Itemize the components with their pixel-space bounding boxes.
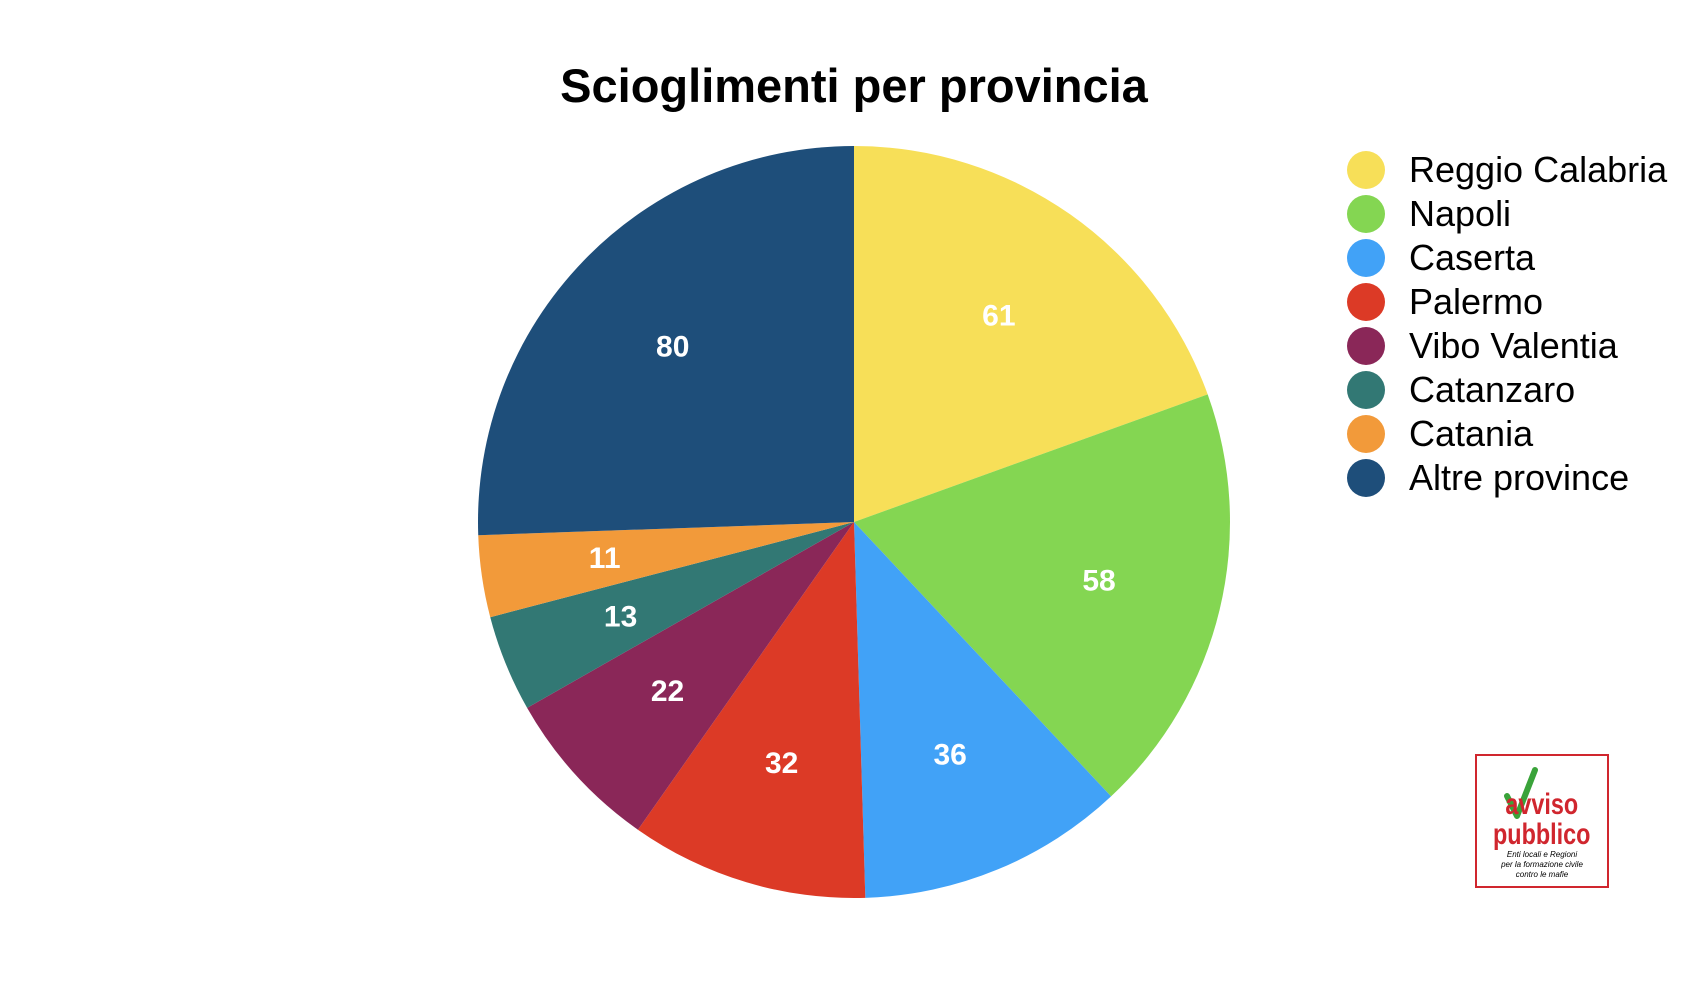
avviso-pubblico-logo: avviso pubblico Enti locali e Regioni pe… <box>1475 754 1609 888</box>
pie-slice-palermo <box>637 522 866 898</box>
pie-slice-reggio-calabria <box>854 146 1208 522</box>
pie-slices <box>478 146 1230 898</box>
logo-graphic: avviso pubblico Enti locali e Regioni pe… <box>1493 767 1590 879</box>
pie-slice-caserta <box>854 522 1112 898</box>
svg-text:per la formazione civile: per la formazione civile <box>1500 860 1583 869</box>
pie-slice-napoli <box>854 394 1230 797</box>
legend-label: Napoli <box>1409 193 1512 234</box>
svg-text:pubblico: pubblico <box>1493 817 1590 850</box>
data-label-catania: 11 <box>589 542 621 575</box>
legend-swatch <box>1347 415 1385 453</box>
data-label-altre-province: 80 <box>656 330 689 363</box>
svg-text:avviso: avviso <box>1505 787 1578 820</box>
legend-item-altre-province: Altre province <box>1347 456 1667 500</box>
legend-label: Altre province <box>1409 457 1630 498</box>
pie-slice-catanzaro <box>490 522 854 708</box>
svg-text:contro le mafie: contro le mafie <box>1516 870 1569 879</box>
legend-item-caserta: Caserta <box>1347 236 1667 280</box>
legend-swatch <box>1347 151 1385 189</box>
pie-slice-catania <box>478 522 854 618</box>
legend-swatch <box>1347 371 1385 409</box>
legend-label: Catanzaro <box>1409 369 1576 410</box>
legend-swatch <box>1347 283 1385 321</box>
legend-item-catanzaro: Catanzaro <box>1347 368 1667 412</box>
data-label-caserta: 36 <box>933 738 966 771</box>
legend-swatch <box>1347 327 1385 365</box>
legend-label: Catania <box>1409 413 1534 454</box>
data-label-napoli: 58 <box>1082 564 1115 597</box>
chart-title: Scioglimenti per provincia <box>560 59 1148 112</box>
legend-swatch <box>1347 459 1385 497</box>
legend-label: Vibo Valentia <box>1409 325 1618 366</box>
pie-slice-vibo-valentia <box>527 522 854 830</box>
pie-slice-altre-province <box>478 146 854 536</box>
legend-label: Palermo <box>1409 281 1544 322</box>
legend-swatch <box>1347 239 1385 277</box>
data-label-palermo: 32 <box>765 747 798 780</box>
data-label-catanzaro: 13 <box>604 600 637 633</box>
legend: Reggio Calabria Napoli Caserta Palermo Vibo … <box>1347 148 1667 500</box>
data-label-vibo-valentia: 22 <box>651 675 684 708</box>
data-label-reggio-calabria: 61 <box>982 299 1015 332</box>
legend-item-catania: Catania <box>1347 412 1667 456</box>
legend-label: Reggio Calabria <box>1409 149 1668 190</box>
legend-item-napoli: Napoli <box>1347 192 1667 236</box>
legend-item-reggio-calabria: Reggio Calabria <box>1347 148 1667 192</box>
pie-data-labels: 61 58 36 32 22 13 11 80 <box>589 299 1116 780</box>
legend-item-vibo-valentia: Vibo Valentia <box>1347 324 1667 368</box>
legend-item-palermo: Palermo <box>1347 280 1667 324</box>
legend-label: Caserta <box>1409 237 1536 278</box>
svg-text:Enti locali e Regioni: Enti locali e Regioni <box>1507 850 1577 859</box>
legend-swatch <box>1347 195 1385 233</box>
